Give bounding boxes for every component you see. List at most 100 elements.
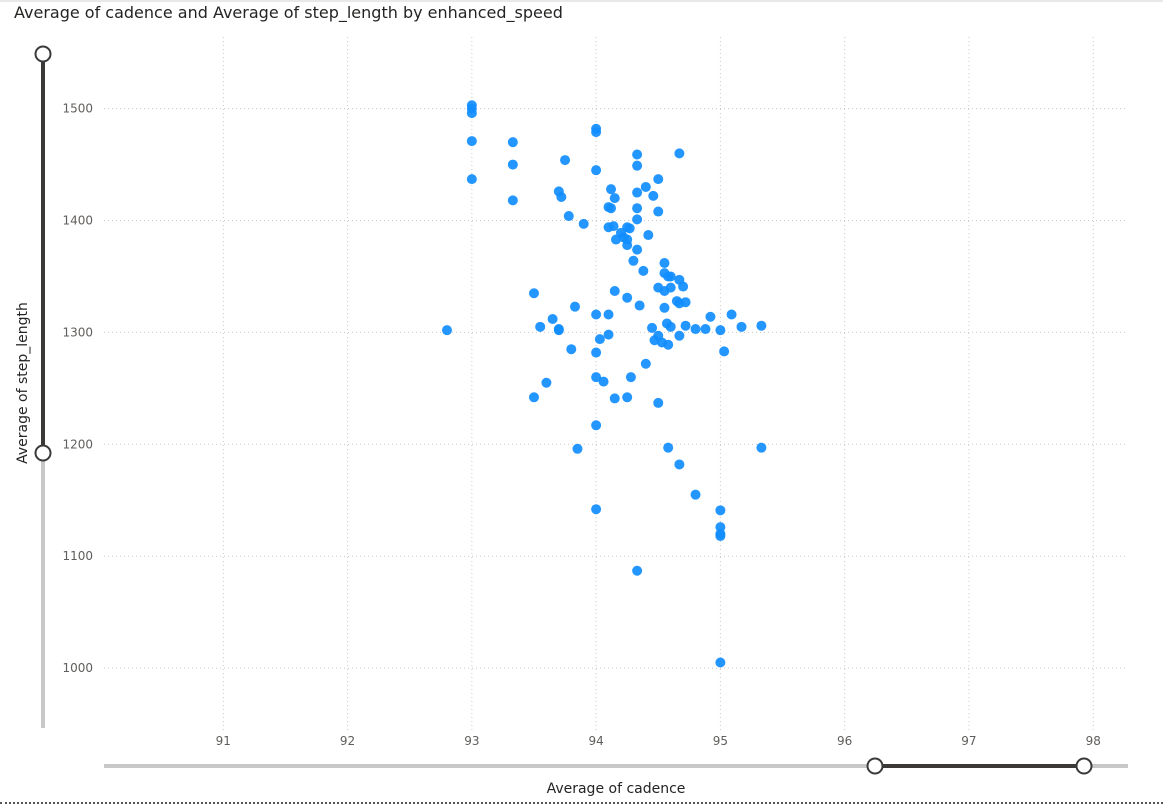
x-tick-label: 93 <box>464 734 479 748</box>
data-point[interactable] <box>690 324 701 335</box>
data-point[interactable] <box>441 325 452 336</box>
data-point[interactable] <box>466 108 477 119</box>
data-point[interactable] <box>591 504 602 515</box>
data-point[interactable] <box>634 300 645 311</box>
x-zoom-slider[interactable] <box>104 757 1128 775</box>
x-tick-label: 92 <box>340 734 355 748</box>
data-point[interactable] <box>591 420 602 431</box>
x-tick-label: 91 <box>216 734 231 748</box>
data-point[interactable] <box>609 393 620 404</box>
visual-top-border <box>0 0 1163 2</box>
data-point[interactable] <box>466 174 477 185</box>
data-point[interactable] <box>700 324 711 335</box>
data-point[interactable] <box>528 392 539 403</box>
data-point[interactable] <box>622 240 633 251</box>
data-point[interactable] <box>715 325 726 336</box>
data-point[interactable] <box>591 165 602 176</box>
data-point[interactable] <box>632 214 643 225</box>
data-point[interactable] <box>680 297 691 308</box>
data-point[interactable] <box>628 255 639 266</box>
data-point[interactable] <box>563 211 574 222</box>
data-point[interactable] <box>591 372 602 383</box>
data-point[interactable] <box>608 221 619 232</box>
data-point[interactable] <box>674 148 685 159</box>
data-point[interactable] <box>715 505 726 516</box>
data-point[interactable] <box>665 321 676 332</box>
data-point[interactable] <box>541 377 552 388</box>
data-point[interactable] <box>578 218 589 229</box>
data-point[interactable] <box>653 206 664 217</box>
data-point[interactable] <box>566 344 577 355</box>
data-point[interactable] <box>648 190 659 201</box>
data-point[interactable] <box>632 160 643 171</box>
data-point[interactable] <box>653 397 664 408</box>
x-tick-label: 94 <box>588 734 603 748</box>
data-point[interactable] <box>715 531 726 542</box>
data-point[interactable] <box>598 376 609 387</box>
data-point[interactable] <box>622 292 633 303</box>
y-zoom-slider[interactable] <box>34 45 52 729</box>
data-point[interactable] <box>640 358 651 369</box>
data-point[interactable] <box>715 657 726 668</box>
data-point[interactable] <box>663 339 674 350</box>
x-tick-label: 97 <box>961 734 976 748</box>
data-point[interactable] <box>560 155 571 166</box>
data-point[interactable] <box>466 136 477 147</box>
data-point[interactable] <box>680 320 691 331</box>
data-point[interactable] <box>606 203 617 214</box>
data-point[interactable] <box>556 192 567 203</box>
data-point[interactable] <box>507 159 518 170</box>
data-point[interactable] <box>553 325 564 336</box>
data-point[interactable] <box>705 311 716 322</box>
data-point[interactable] <box>507 137 518 148</box>
data-point[interactable] <box>535 321 546 332</box>
data-point[interactable] <box>756 442 767 453</box>
y-slider-top-handle[interactable] <box>34 45 52 63</box>
data-point[interactable] <box>572 443 583 454</box>
data-point[interactable] <box>640 181 651 192</box>
x-tick-label: 96 <box>837 734 852 748</box>
data-point[interactable] <box>632 244 643 255</box>
data-point[interactable] <box>756 320 767 331</box>
data-point[interactable] <box>726 309 737 320</box>
data-point[interactable] <box>632 565 643 576</box>
data-point[interactable] <box>736 321 747 332</box>
data-point[interactable] <box>507 195 518 206</box>
data-point[interactable] <box>674 459 685 470</box>
data-point[interactable] <box>665 282 676 293</box>
data-point[interactable] <box>547 313 558 324</box>
data-point[interactable] <box>603 309 614 320</box>
data-point[interactable] <box>569 301 580 312</box>
data-point[interactable] <box>663 442 674 453</box>
data-point[interactable] <box>719 346 730 357</box>
data-point[interactable] <box>665 271 676 282</box>
data-point[interactable] <box>624 223 635 234</box>
data-point[interactable] <box>609 193 620 204</box>
data-point[interactable] <box>591 347 602 358</box>
data-point[interactable] <box>632 149 643 160</box>
data-point[interactable] <box>638 265 649 276</box>
data-point[interactable] <box>632 203 643 214</box>
data-point[interactable] <box>653 174 664 185</box>
data-point[interactable] <box>659 258 670 269</box>
data-point[interactable] <box>625 372 636 383</box>
y-slider-bottom-handle[interactable] <box>34 444 52 462</box>
data-point[interactable] <box>690 489 701 500</box>
x-slider-right-handle[interactable] <box>1075 757 1093 775</box>
data-point[interactable] <box>678 281 689 292</box>
data-point[interactable] <box>659 302 670 313</box>
data-point[interactable] <box>591 127 602 138</box>
data-point[interactable] <box>528 288 539 299</box>
data-point[interactable] <box>622 392 633 403</box>
data-point[interactable] <box>632 187 643 198</box>
data-point[interactable] <box>643 230 654 241</box>
data-point[interactable] <box>609 286 620 297</box>
data-point[interactable] <box>603 329 614 340</box>
data-point[interactable] <box>594 334 605 345</box>
gridlines <box>104 37 1128 733</box>
data-point[interactable] <box>647 322 658 333</box>
data-point[interactable] <box>674 330 685 341</box>
data-point[interactable] <box>591 309 602 320</box>
x-slider-left-handle[interactable] <box>866 757 884 775</box>
data-point[interactable] <box>606 184 617 195</box>
